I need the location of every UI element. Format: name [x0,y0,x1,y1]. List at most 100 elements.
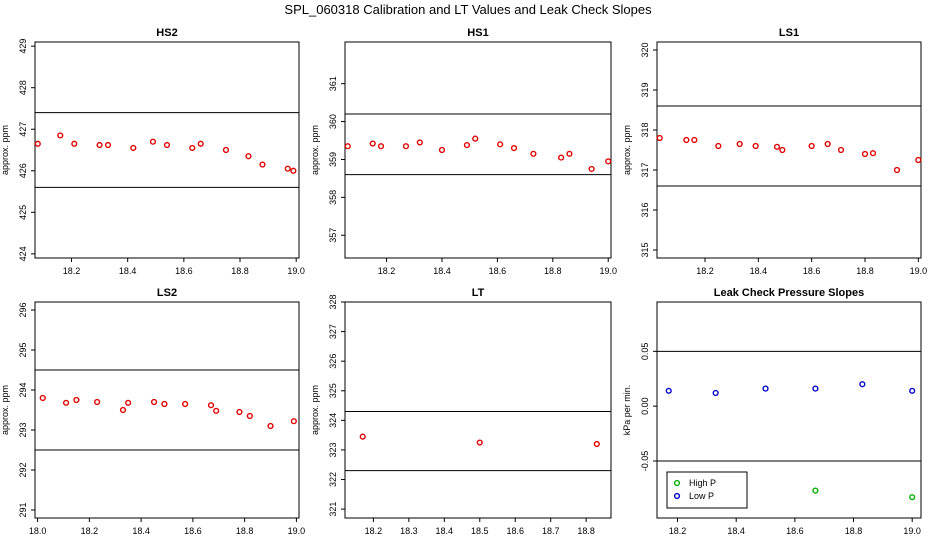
x-tick-label: 18.6 [803,266,821,276]
data-point [245,153,252,160]
y-axis-label: approx. ppm [0,385,10,435]
panel-hs2: HS2 approx. ppm 424 425 426 427 428 429 18.2 18.4… [0,27,305,276]
data-point [762,385,769,392]
data-point [96,141,103,149]
data-point [510,145,518,152]
data-point [377,143,385,150]
data-point [207,402,215,409]
data-point [893,166,901,174]
plot-frame [656,301,922,519]
x-tick-label: 18.2 [81,526,99,536]
y-tick-label: 428 [18,80,28,95]
data-point [344,143,351,150]
x-tick-label: 18.8 [577,526,595,536]
data-point [909,387,916,394]
data-point [163,141,171,149]
data-point [416,139,423,146]
y-axis-label: approx. ppm [0,125,10,175]
y-tick-label: 427 [18,122,28,137]
plot-frame [344,41,612,259]
data-point [812,385,819,392]
data-point [588,165,595,173]
data-point [182,400,189,408]
data-point [779,146,786,154]
y-tick-label: 424 [18,246,28,261]
y-tick-label: 361 [328,76,338,91]
data-point [683,136,690,144]
panel-title: LS1 [779,27,799,39]
data-point [808,142,815,150]
y-tick-label: 357 [328,228,338,243]
y-tick-label: 293 [18,422,28,437]
plot-frame [656,41,922,259]
y-tick-label: 0.00 [640,397,650,415]
data-point [290,167,297,174]
data-point [62,399,70,406]
x-tick-label: 19.0 [287,266,305,276]
x-tick-label: 18.4 [119,266,137,276]
data-point [472,135,479,142]
data-point [812,487,819,494]
legend-label: High P [689,478,716,488]
y-tick-label: 358 [328,190,338,205]
y-tick-label: 296 [18,302,28,317]
data-point [476,439,483,446]
data-point [691,136,698,144]
x-tick-label: 19.0 [599,266,617,276]
x-tick-label: 18.5 [471,526,489,536]
data-point [236,408,243,416]
y-tick-label: 429 [18,39,28,54]
x-tick-label: 18.6 [506,526,524,536]
legend-marker [673,479,681,487]
x-tick-label: 18.4 [436,526,454,536]
y-tick-label: 318 [640,122,650,137]
data-point [605,158,612,165]
y-tick-label: 425 [18,205,28,220]
legend-marker [673,492,681,500]
x-tick-label: 18.2 [696,266,714,276]
data-point [222,146,230,154]
x-tick-label: 18.4 [727,526,745,536]
data-point [189,144,196,152]
data-point [57,132,64,139]
plot-frame [34,301,300,519]
y-tick-label: 327 [328,324,338,339]
y-tick-label: 328 [328,294,338,309]
figure-title: SPL_060318 Calibration and LT Values and… [284,2,652,17]
y-tick-label: -0.05 [640,451,650,472]
y-axis-label: approx. ppm [310,385,320,435]
y-tick-label: 295 [18,342,28,357]
x-tick-label: 18.6 [175,266,193,276]
y-tick-label: 426 [18,163,28,178]
y-tick-label: 326 [328,354,338,369]
x-tick-label: 18.0 [29,526,47,536]
x-tick-label: 18.4 [132,526,150,536]
data-point [73,396,80,404]
y-tick-label: 324 [328,413,338,428]
y-tick-label: 320 [640,42,650,57]
data-point [736,140,743,148]
panel-ls1: LS1 approx. ppm 315 316 317 318 319 320 18.2 18.4… [622,27,927,276]
y-tick-label: 323 [328,442,338,457]
data-point [463,141,471,149]
data-point [665,387,672,394]
x-tick-label: 18.7 [542,526,560,536]
x-tick-label: 18.4 [750,266,768,276]
data-point [369,140,376,147]
y-tick-label: 317 [640,162,650,177]
data-point [149,138,157,145]
x-tick-label: 18.2 [63,266,81,276]
data-point [859,381,866,388]
data-point [909,494,916,501]
data-point [656,134,663,142]
data-point [246,412,253,420]
x-tick-label: 18.2 [669,526,687,536]
data-point [712,389,719,397]
data-point [71,140,78,147]
y-tick-label: 315 [640,242,650,257]
y-tick-label: 316 [640,202,650,217]
y-tick-label: 294 [18,382,28,397]
panel-leak-check: Leak Check Pressure Slopes kPa per min. -0… [622,287,922,536]
plot-frame [34,41,300,259]
